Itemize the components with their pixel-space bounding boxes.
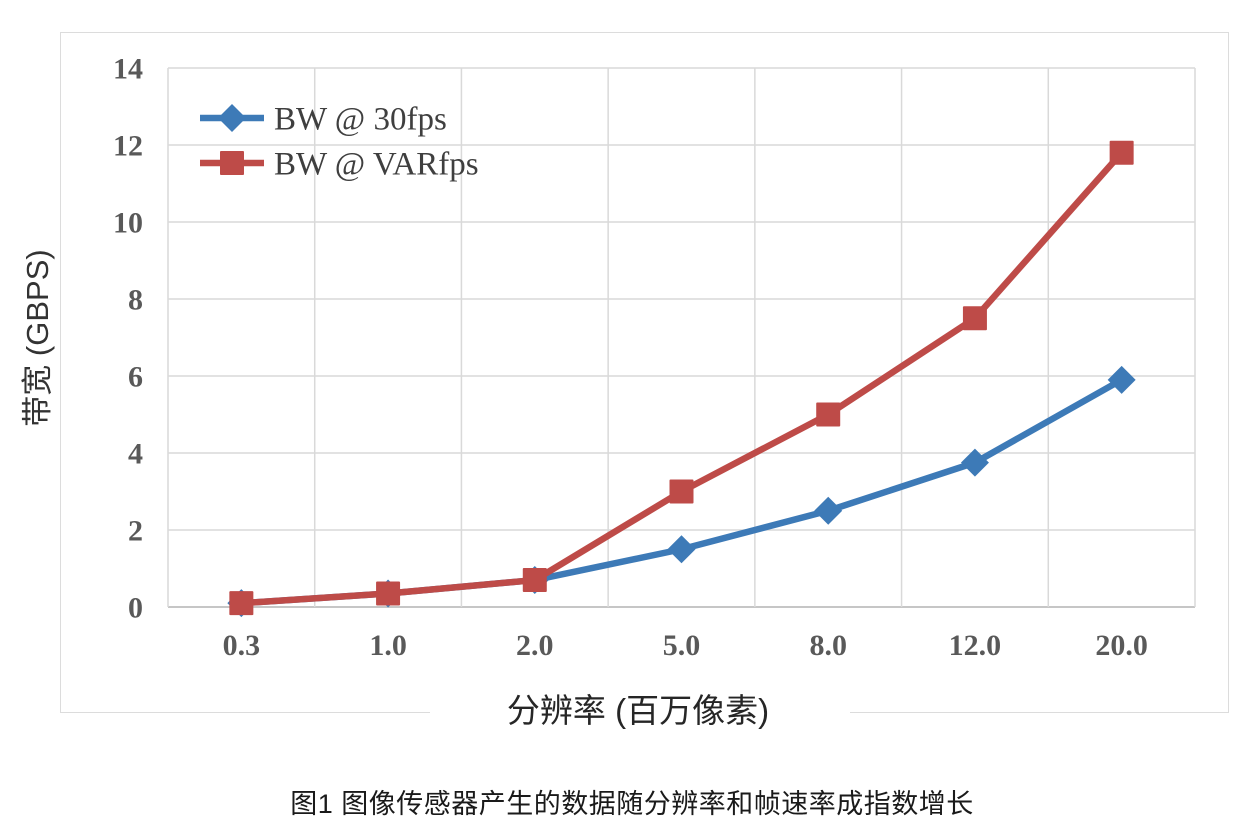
data-point-diamond <box>960 448 989 477</box>
x-tick-label: 0.3 <box>223 629 261 662</box>
y-tick-label: 14 <box>113 53 143 86</box>
x-axis-title: 分辨率 (百万像素) <box>507 692 769 729</box>
tick-labels-layer: 0 2 4 6 8 10 12 14 0.3 1.0 2.0 5.0 8.0 12.0 20.0 <box>113 53 1148 663</box>
figure-caption: 图1 图像传感器产生的数据随分辨率和帧速率成指数增长 <box>290 789 974 819</box>
x-tick-label: 12.0 <box>949 629 1002 662</box>
chart-svg: 0 2 4 6 8 10 12 14 0.3 1.0 2.0 5.0 8.0 12.0 20.0 BW @ … <box>20 32 1229 742</box>
data-point-square <box>220 151 244 175</box>
x-tick-label: 2.0 <box>516 629 554 662</box>
data-point-square <box>522 568 547 593</box>
x-tick-label: 5.0 <box>663 629 701 662</box>
legend: BW @ 30fps BW @ VARfps <box>200 102 479 183</box>
y-tick-label: 10 <box>113 207 143 240</box>
y-tick-label: 6 <box>128 361 143 394</box>
y-axis-title: 带宽 (GBPS) <box>20 249 55 426</box>
x-axis-title-bg <box>430 678 850 742</box>
y-tick-label: 0 <box>128 592 143 625</box>
y-tick-label: 4 <box>128 438 143 471</box>
x-tick-label: 20.0 <box>1095 629 1148 662</box>
data-point-diamond <box>218 104 246 132</box>
series-layer <box>227 140 1136 618</box>
data-point-square <box>962 306 987 331</box>
data-point-square <box>229 591 254 616</box>
data-point-diamond <box>814 496 843 525</box>
data-point-square <box>1109 140 1134 165</box>
x-tick-label: 1.0 <box>369 629 407 662</box>
data-point-diamond <box>667 535 696 564</box>
gridlines-layer <box>167 67 1196 608</box>
y-tick-label: 2 <box>128 515 143 548</box>
data-point-diamond <box>1107 365 1136 394</box>
y-tick-label: 12 <box>113 130 143 163</box>
legend-label: BW @ VARfps <box>274 147 479 183</box>
legend-label: BW @ 30fps <box>274 102 447 138</box>
data-point-square <box>816 402 841 427</box>
x-tick-label: 8.0 <box>809 629 847 662</box>
data-point-square <box>376 581 401 606</box>
data-point-square <box>669 479 694 504</box>
y-tick-label: 8 <box>128 284 143 317</box>
